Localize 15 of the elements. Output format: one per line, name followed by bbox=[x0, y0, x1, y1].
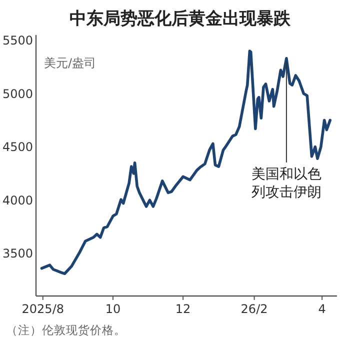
y-tick-label: 4000 bbox=[2, 193, 33, 208]
y-tick-label: 5500 bbox=[2, 34, 33, 48]
chart-title: 中东局势恶化后黄金出现暴跌 bbox=[70, 9, 292, 29]
y-tick-label: 4500 bbox=[2, 140, 33, 154]
x-tick-label: 2025/8 bbox=[22, 302, 64, 316]
text: （注）伦敦现货价格。 bbox=[6, 323, 126, 337]
x-tick-label: 12 bbox=[175, 302, 191, 316]
y-tick-label: 5000 bbox=[2, 86, 33, 101]
y-tick-label: 3500 bbox=[2, 246, 33, 261]
line-series bbox=[40, 50, 332, 276]
annotation: 美国和以色列攻击伊朗 bbox=[251, 166, 322, 200]
x-tick-label: 4 bbox=[318, 302, 326, 316]
x-tick-label: 26/2 bbox=[240, 302, 268, 316]
y-axis-title: 美元/盎司 bbox=[44, 56, 96, 70]
x-tick-label: 10 bbox=[105, 302, 121, 316]
